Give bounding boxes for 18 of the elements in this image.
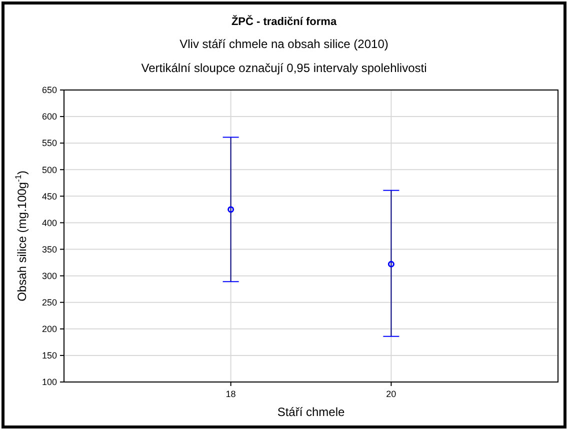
- y-tick-label: 250: [42, 298, 57, 308]
- y-tick-label: 550: [42, 138, 57, 148]
- y-tick-label: 200: [42, 324, 57, 334]
- y-tick-label: 450: [42, 191, 57, 202]
- text: Vertikální sloupce označují 0,95 intervaly spolehlivosti: [141, 61, 427, 75]
- x-axis-title: Stáří chmele: [277, 405, 346, 419]
- y-tick-label: 300: [42, 270, 57, 281]
- y-tick-label: 500: [42, 164, 57, 175]
- chart-title: ŽPČ - tradiční forma: [231, 15, 338, 28]
- x-tick-label: 20: [386, 389, 396, 399]
- y-tick-label: 100: [42, 377, 57, 388]
- chart-subtitle: Vliv stáří chmele na obsah silice (2010): [180, 37, 388, 51]
- y-tick-label: 350: [42, 244, 57, 254]
- y-tick-label: 150: [42, 350, 57, 361]
- y-tick-label: 650: [42, 85, 57, 96]
- x-tick-label: 18: [226, 389, 236, 399]
- y-tick-label: 600: [42, 112, 57, 122]
- y-tick-label: 400: [42, 218, 57, 228]
